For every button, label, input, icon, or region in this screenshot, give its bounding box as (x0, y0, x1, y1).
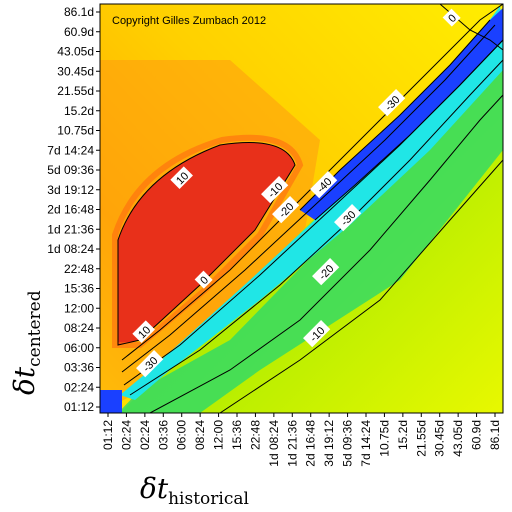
y-axis-title: δtcentered (8, 290, 45, 395)
y-tick-label: 22:48 (64, 262, 94, 276)
x-tick-label: 2d 16:48 (304, 420, 318, 467)
y-tick-label: 06:00 (64, 341, 94, 355)
y-tick-label: 30.45d (57, 64, 94, 78)
y-tick-label: 1d 21:36 (47, 222, 94, 236)
y-tick-label: 21.55d (57, 84, 94, 98)
y-tick-label: 15:36 (64, 282, 94, 296)
y-tick-label: 10.75d (57, 124, 94, 138)
y-tick-label: 12:00 (64, 301, 94, 315)
lower-teal-band (118, 60, 503, 413)
y-tick-label: 43.05d (57, 45, 94, 59)
x-tick-label: 10.75d (377, 420, 391, 457)
y-tick-label: 3d 19:12 (47, 183, 94, 197)
y-tick-label: 15.2d (64, 104, 94, 118)
contour-line-minus-10-upper (121, 24, 496, 373)
y-axis-ticks: 01:12 02:24 03:36 06:00 08:24 12:00 15:36 22:48… (47, 5, 100, 414)
contour-label-background (272, 196, 300, 224)
contour-label-background (303, 320, 331, 348)
x-tick-label: 06:00 (175, 420, 189, 450)
x-tick-label: 01:12 (101, 420, 115, 450)
y-tick-label: 03:36 (64, 361, 94, 375)
positive-halo (112, 134, 304, 348)
plot-frame (99, 3, 504, 414)
contour-label-background (194, 270, 213, 289)
x-tick-label: 1d 21:36 (285, 420, 299, 467)
y-tick-label: 5d 09:36 (47, 163, 94, 177)
x-axis-ticks: 01:12 02:24 02:24 03:36 06:00 08:24 12:00 15:36… (101, 413, 502, 467)
contour-label-background (312, 258, 340, 286)
x-tick-label: 43.05d (451, 420, 465, 457)
x-tick-label: 15:36 (230, 420, 244, 450)
x-axis-main: δt (140, 472, 169, 505)
contour-line-minus-20-lower (149, 94, 503, 413)
contour-label-background (442, 8, 461, 27)
contour-lines (117, 4, 503, 413)
copyright-annotation: Copyright Gilles Zumbach 2012 (112, 15, 266, 27)
y-tick-label: 01:12 (64, 400, 94, 414)
x-tick-label: 08:24 (193, 420, 207, 450)
x-tick-label: 5d 09:36 (341, 420, 355, 467)
y-tick-label: 08:24 (64, 321, 94, 335)
x-tick-label: 12:00 (212, 420, 226, 450)
x-tick-label: 30.45d (433, 420, 447, 457)
x-tick-label: 1d 08:24 (267, 420, 281, 467)
heatmap-area (100, 4, 503, 413)
y-tick-label: 1d 08:24 (47, 242, 94, 256)
y-axis-main: δt (8, 366, 41, 395)
x-tick-label: 7d 14:24 (359, 420, 373, 467)
x-tick-label: 02:24 (119, 420, 133, 450)
x-tick-label: 60.9d (470, 420, 484, 450)
contour-label-background (310, 171, 338, 199)
y-tick-label: 7d 14:24 (47, 143, 94, 157)
contour-label-background (136, 350, 164, 378)
x-tick-label: 03:36 (156, 420, 170, 450)
positive-lobe (118, 142, 295, 345)
y-tick-label: 86.1d (64, 5, 94, 19)
svg-text:δtcentered: δtcentered (8, 290, 45, 395)
contour-line-zero-upper (121, 4, 503, 361)
contour-label-background (170, 166, 193, 189)
y-tick-label: 02:24 (64, 380, 94, 394)
contour-label: 0 (194, 270, 213, 289)
y-tick-label: 60.9d (64, 25, 94, 39)
contour-line-positive-10 (117, 142, 296, 346)
x-tick-label: 3d 19:12 (322, 420, 336, 467)
x-tick-label: 22:48 (248, 420, 262, 450)
contour-label-background (334, 204, 362, 232)
contour-line-minus-10-lower (219, 159, 503, 413)
lower-left-blue-cell (100, 390, 122, 413)
x-tick-label: 15.2d (396, 420, 410, 450)
y-tick-label: 2d 16:48 (47, 203, 94, 217)
x-tick-label: 21.55d (414, 420, 428, 457)
x-tick-label: 02:24 (138, 420, 152, 450)
contour-label-background (261, 176, 289, 204)
x-tick-label: 86.1d (488, 420, 502, 450)
x-axis-sub: historical (168, 489, 249, 509)
y-axis-sub: centered (25, 290, 45, 367)
contour-label: 0 (442, 8, 461, 27)
contour-label-background (378, 89, 406, 117)
contour-label-background (132, 320, 155, 343)
x-axis-title: δthistorical (140, 472, 249, 509)
